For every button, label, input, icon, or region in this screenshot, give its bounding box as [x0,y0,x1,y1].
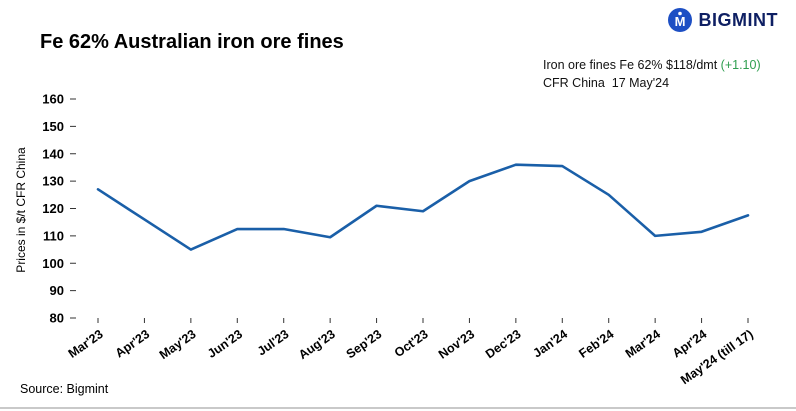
x-axis-tick-label: Jun'23 [205,327,245,361]
price-line [96,163,750,251]
y-axis-tick-label: 120 [42,201,64,216]
y-axis-tick-label: 80 [50,311,64,326]
x-axis-tick-label: Aug'23 [296,327,338,362]
latest-price-annotation: Iron ore fines Fe 62% $118/dmt (+1.10) C… [543,56,761,92]
x-axis-tick-label: Sep'23 [344,327,385,361]
x-axis-tick-label: Oct'23 [392,327,431,360]
x-axis-tick-label: Nov'23 [436,327,477,362]
x-axis-tick-label: Jul'23 [255,327,292,359]
brand-logo: M BIGMINT [667,7,779,33]
y-axis-tick-label: 130 [42,174,64,189]
chart-title: Fe 62% Australian iron ore fines [40,31,344,53]
x-axis-tick-label: Apr'24 [670,327,710,361]
svg-text:M: M [674,14,685,29]
bottom-divider [0,407,796,409]
latest-price-line: Iron ore fines Fe 62% $118/dmt (+1.10) [543,56,761,74]
x-axis-tick-label: Dec'23 [483,327,524,361]
brand-logo-text: BIGMINT [698,9,778,30]
x-axis-tick-label: Feb'24 [576,327,616,361]
x-axis-tick-label: Jan'24 [531,327,571,361]
bigmint-logo-icon: M [667,7,693,33]
y-axis-tick-label: 90 [50,283,64,298]
x-axis-tick-label: Mar'23 [66,327,106,361]
x-axis-tick-label: May'23 [157,327,199,362]
y-axis-tick-label: 160 [42,92,64,107]
y-axis-tick-label: 100 [42,256,64,271]
source-note: Source: Bigmint [20,382,109,396]
y-axis-tick-label: 150 [42,119,64,134]
y-axis-tick-label: 110 [43,228,64,243]
latest-price-date: CFR China 17 May'24 [543,76,670,90]
latest-price-text: Iron ore fines Fe 62% $118/dmt [543,58,718,72]
y-axis-tick-label: 140 [42,146,64,161]
x-axis-tick-label: Mar'24 [623,327,663,361]
x-axis-tick-label: Apr'23 [113,327,153,361]
latest-price-change: (+1.10) [720,58,761,72]
